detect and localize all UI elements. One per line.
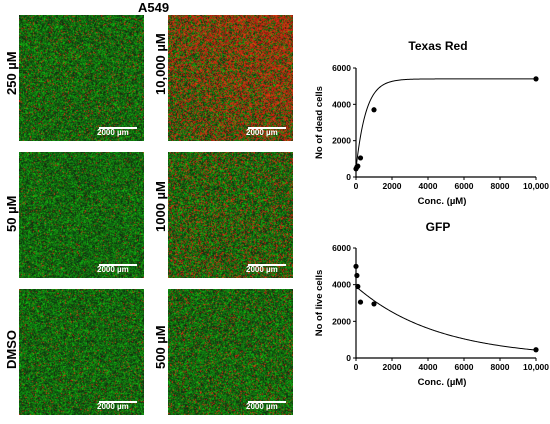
y-tick-label: 4000 — [332, 99, 351, 109]
data-point — [357, 299, 364, 305]
micrograph-panel: 2000 µm — [19, 152, 144, 278]
x-axis-label: Conc. (µM) — [418, 196, 467, 207]
data-point — [354, 272, 360, 279]
y-tick-label: 4000 — [332, 280, 351, 290]
scale-bar-label: 2000 µm — [97, 402, 129, 411]
y-tick-label: 0 — [346, 172, 351, 182]
y-tick-label: 6000 — [332, 63, 351, 73]
x-tick-label: 8000 — [491, 362, 510, 372]
cell-line-title: A549 — [138, 0, 170, 15]
data-point — [353, 263, 359, 269]
micrograph-image — [19, 289, 144, 415]
scale-bar — [248, 127, 286, 129]
micrograph-panel: 2000 µm — [19, 289, 144, 415]
x-tick-label: 8000 — [491, 181, 510, 191]
scale-bar — [99, 401, 137, 403]
y-tick-label: 2000 — [332, 136, 351, 146]
scale-bar-label: 2000 µm — [246, 402, 278, 411]
data-point — [357, 155, 364, 161]
chart-title: GFP — [426, 220, 451, 234]
fit-curve — [355, 78, 536, 169]
scale-bar — [99, 127, 137, 129]
y-axis-label: No of dead cells — [314, 86, 325, 159]
scale-bar-label: 2000 µm — [97, 128, 129, 137]
x-tick-label: 6000 — [455, 362, 474, 372]
x-tick-label: 4000 — [419, 181, 438, 191]
data-point — [355, 283, 361, 290]
data-point — [355, 163, 361, 169]
gfp-chart: GFP 0 2000 4000 6000 0 2000 4000 6000 8000 10,000 C… — [314, 220, 549, 388]
x-tick-label: 4000 — [419, 362, 438, 372]
scale-bar — [248, 401, 286, 403]
fit-curve — [355, 286, 537, 351]
y-tick-label: 0 — [346, 353, 351, 363]
scale-bar-label: 2000 µm — [246, 128, 278, 137]
micrograph-image — [19, 15, 144, 141]
texas-red-chart: Texas Red 0 2000 4000 6000 0 2000 4000 6000 8000 1… — [314, 39, 549, 207]
scale-bar — [248, 264, 286, 266]
y-axis-label: No of live cells — [314, 270, 325, 337]
scale-bar-label: 2000 µm — [97, 265, 129, 274]
x-tick-label: 10,000 — [523, 362, 549, 372]
scale-bar — [99, 264, 137, 266]
x-tick-label: 10,000 — [523, 181, 549, 191]
scale-bar-label: 2000 µm — [246, 265, 278, 274]
micrograph-image — [168, 289, 293, 415]
y-tick-label: 2000 — [332, 316, 351, 326]
micrograph-panel: 2000 µm — [168, 152, 293, 278]
x-tick-label: 0 — [354, 181, 359, 191]
data-point — [533, 76, 539, 82]
micrograph-panel: 2000 µm — [168, 289, 293, 415]
x-tick-label: 0 — [354, 362, 359, 372]
x-tick-label: 6000 — [455, 181, 474, 191]
data-point — [371, 107, 377, 113]
x-axis-label: Conc. (µM) — [418, 377, 467, 388]
data-point — [371, 301, 377, 307]
micrograph-panel: 2000 µm — [168, 15, 293, 141]
micrograph-image — [19, 152, 144, 278]
data-point — [533, 347, 539, 353]
micrograph-image — [168, 15, 293, 141]
x-tick-label: 2000 — [383, 181, 402, 191]
micrograph-panel: 2000 µm — [19, 15, 144, 141]
micrograph-image — [168, 152, 293, 278]
y-tick-label: 6000 — [332, 243, 351, 253]
x-tick-label: 2000 — [383, 362, 402, 372]
chart-title: Texas Red — [408, 39, 467, 53]
